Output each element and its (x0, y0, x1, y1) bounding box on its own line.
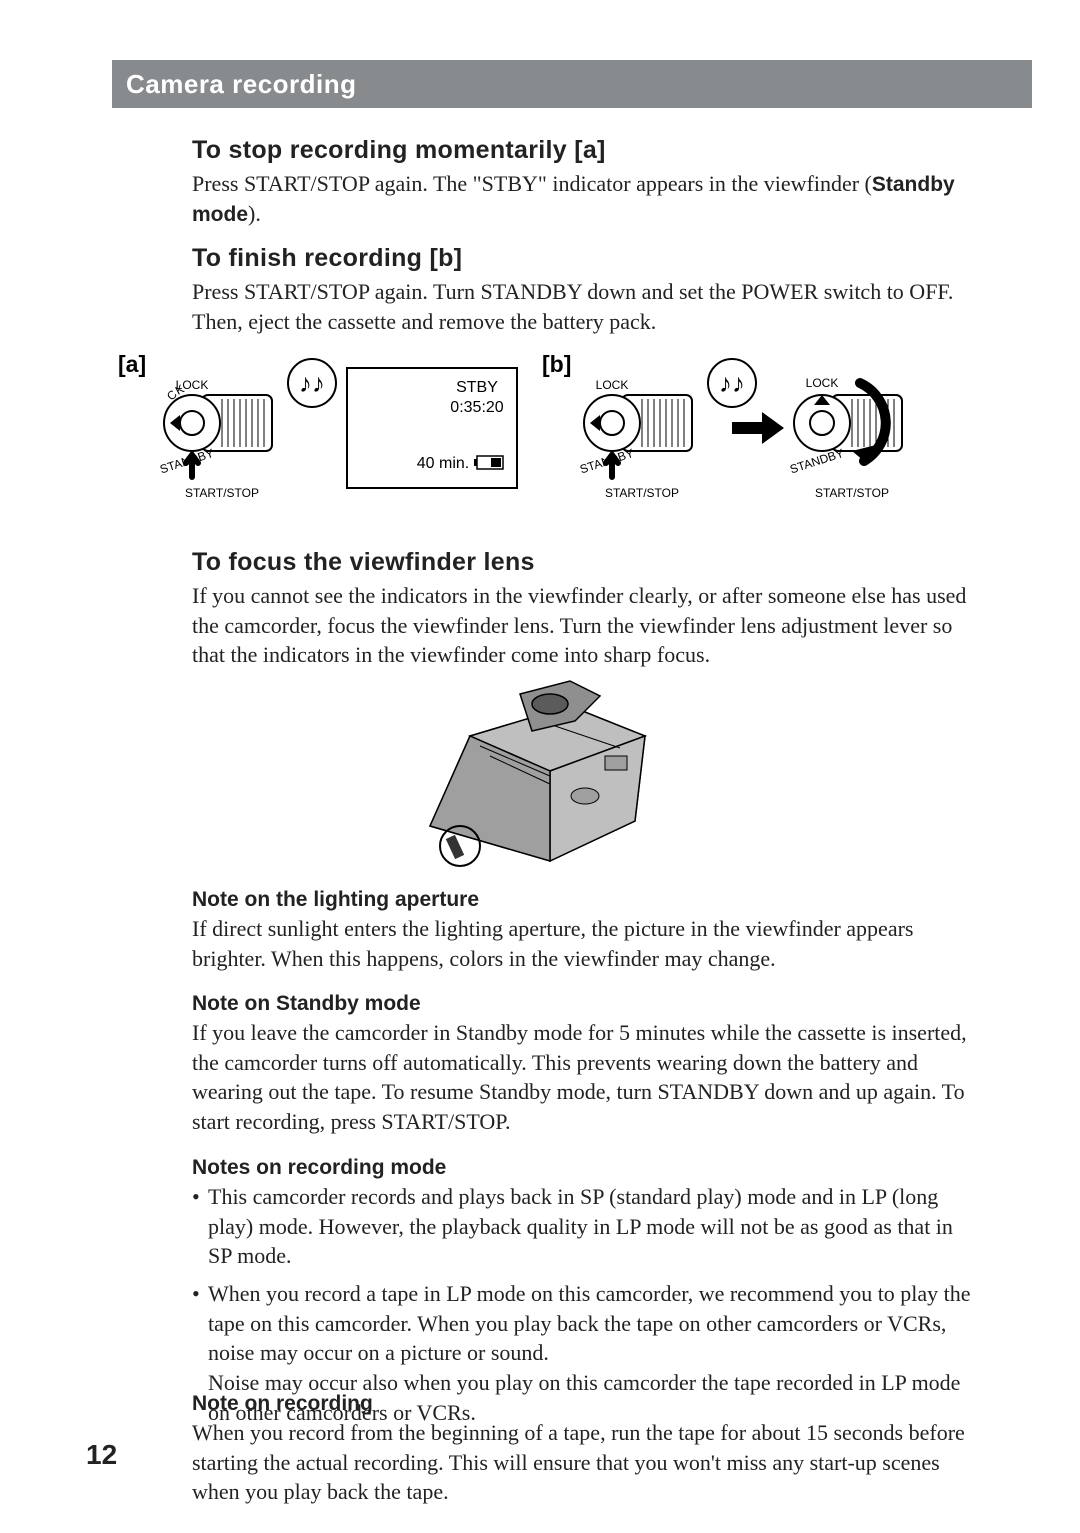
vf-line3: 40 min. (417, 455, 469, 472)
switch-a: LOCK LOCK STANDBY START/STOP (157, 354, 272, 500)
heading: To stop recording momentarily [a] (192, 136, 982, 165)
figure-svg: [a] LOCK LOCK STANDBY START/STOP (112, 350, 992, 530)
viewfinder-display: STBY 0:35:20 40 min. (347, 368, 517, 488)
note-lighting: Note on the lighting aperture If direct … (192, 888, 982, 973)
beep-icon-a: ♪♪ (288, 359, 336, 407)
svg-text:♪♪: ♪♪ (719, 369, 745, 398)
list-item: This camcorder records and plays back in… (192, 1182, 982, 1271)
bullet-list: This camcorder records and plays back in… (192, 1182, 982, 1428)
section-header: Camera recording (112, 60, 1032, 108)
page-number: 12 (86, 1439, 117, 1471)
body: Press START/STOP again. The "STBY" indic… (192, 169, 982, 230)
note-standby: Note on Standby mode If you leave the ca… (192, 992, 982, 1137)
lock-label: LOCK (176, 378, 209, 392)
vf-line1: STBY (456, 379, 498, 396)
heading: Note on the lighting aperture (192, 888, 982, 912)
body: If you cannot see the indicators in the … (192, 581, 982, 670)
body: If you leave the camcorder in Standby mo… (192, 1018, 982, 1137)
body-pre: Press START/STOP again. The "STBY" indic… (192, 171, 872, 196)
switch-b2: LOCK STANDBY START/STOP (788, 376, 902, 500)
note-recording: Note on recording When you record from t… (192, 1392, 982, 1507)
manual-page: Camera recording To stop recording momen… (0, 0, 1080, 1533)
svg-text:LOCK: LOCK (596, 378, 629, 392)
svg-text:LOCK: LOCK (806, 376, 839, 390)
svg-text:♪♪: ♪♪ (299, 369, 325, 398)
svg-text:START/STOP: START/STOP (815, 486, 889, 500)
figure-row: [a] LOCK LOCK STANDBY START/STOP (112, 350, 992, 530)
section-finish-recording: To finish recording [b] Press START/STOP… (192, 244, 982, 336)
beep-icon-b: ♪♪ (708, 359, 756, 407)
section-stop-recording: To stop recording momentarily [a] Press … (192, 136, 982, 230)
arrow-right-icon (732, 412, 784, 444)
heading: Note on recording (192, 1392, 982, 1416)
body: If direct sunlight enters the lighting a… (192, 914, 982, 973)
vf-line2: 0:35:20 (450, 399, 503, 416)
fig-label-b: [b] (542, 351, 571, 377)
heading: Notes on recording mode (192, 1156, 982, 1180)
heading: To focus the viewfinder lens (192, 548, 982, 577)
switch-b1: LOCK STANDBY START/STOP (578, 378, 692, 500)
start-stop-label: START/STOP (185, 486, 259, 500)
body: Press START/STOP again. Turn STANDBY dow… (192, 277, 982, 336)
body-post: ). (248, 201, 261, 226)
body: When you record from the beginning of a … (192, 1418, 982, 1507)
section-focus: To focus the viewfinder lens If you cann… (192, 548, 982, 670)
camcorder-illustration (400, 676, 680, 876)
svg-text:START/STOP: START/STOP (605, 486, 679, 500)
heading: Note on Standby mode (192, 992, 982, 1016)
section-title: Camera recording (126, 69, 357, 100)
heading: To finish recording [b] (192, 244, 982, 273)
fig-label-a: [a] (118, 351, 146, 377)
